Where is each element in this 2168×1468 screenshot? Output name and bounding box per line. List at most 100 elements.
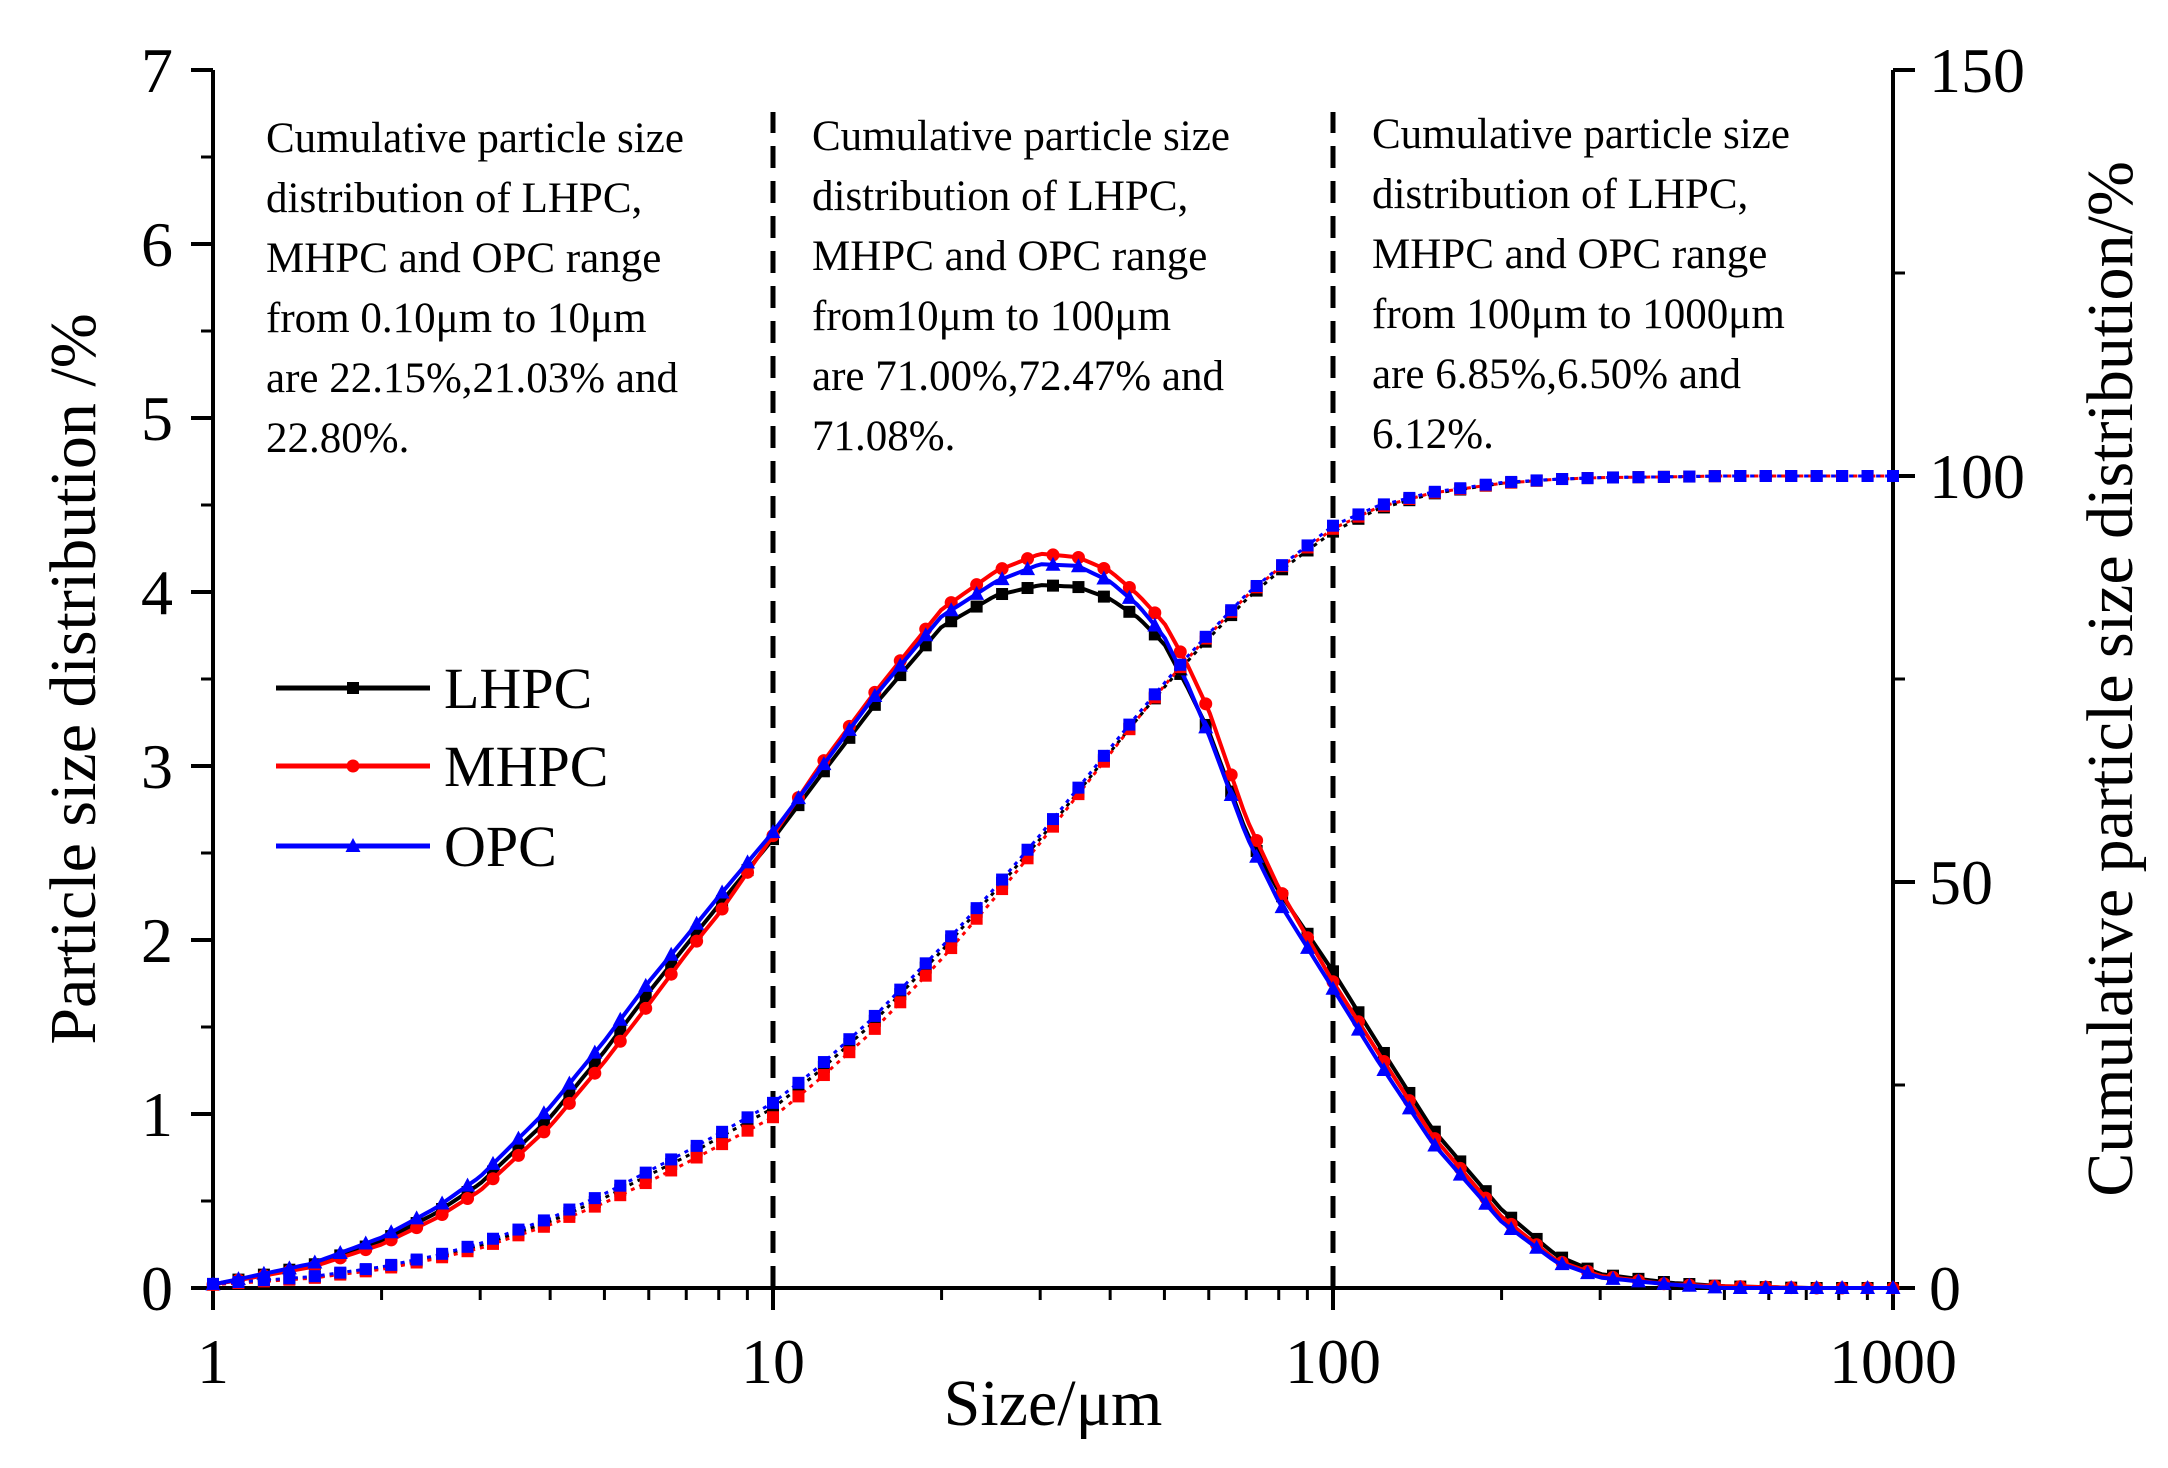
cumulative-point-opc bbox=[1250, 579, 1263, 592]
distribution-point-opc bbox=[969, 585, 985, 600]
distribution-point-opc bbox=[740, 854, 756, 869]
distribution-point-opc bbox=[1554, 1256, 1570, 1271]
legend-entry-lhpc: LHPC bbox=[276, 656, 592, 721]
distribution-point-mhpc bbox=[1122, 580, 1136, 594]
distribution-point-opc bbox=[1834, 1280, 1850, 1294]
cumulative-point-opc bbox=[817, 1056, 830, 1069]
cumulative-point-mhpc bbox=[614, 1189, 627, 1202]
distribution-point-lhpc bbox=[614, 1024, 627, 1037]
cumulative-point-opc bbox=[1097, 749, 1110, 762]
annotation-line: from 0.10μm to 10μm bbox=[266, 295, 647, 342]
cumulative-point-opc bbox=[1657, 470, 1670, 483]
x-axis-title: Size/μm bbox=[944, 1367, 1163, 1440]
distribution-point-opc bbox=[918, 627, 934, 642]
distribution-point-mhpc bbox=[664, 967, 678, 981]
distribution-point-opc bbox=[994, 571, 1010, 586]
cumulative-line-opc bbox=[212, 474, 1893, 1286]
distribution-point-opc bbox=[1325, 980, 1341, 995]
distribution-point-opc bbox=[1045, 556, 1061, 571]
cumulative-point-opc bbox=[308, 1270, 321, 1283]
cumulative-series-mhpc bbox=[207, 470, 1899, 1291]
cumulative-point-mhpc bbox=[741, 1124, 754, 1137]
axes: 1 10 100 100001234567050100150Size/μmPartic… bbox=[37, 35, 2147, 1440]
annotation-line: distribution of LHPC, bbox=[1372, 171, 1748, 218]
cumulative-point-opc bbox=[1021, 843, 1034, 856]
distribution-point-opc bbox=[1503, 1220, 1519, 1235]
annotation-line: Cumulative particle size bbox=[266, 115, 684, 162]
distribution-point-lhpc bbox=[1123, 605, 1136, 618]
cumulative-point-opc bbox=[614, 1179, 627, 1192]
cumulative-point-opc bbox=[1352, 508, 1365, 521]
cumulative-point-opc bbox=[1785, 470, 1798, 482]
cumulative-point-mhpc bbox=[945, 942, 958, 955]
distribution-point-opc bbox=[1401, 1100, 1417, 1115]
distribution-point-opc bbox=[332, 1244, 348, 1259]
cumulative-point-opc bbox=[1454, 482, 1467, 495]
annotation-line: MHPC and OPC range bbox=[812, 233, 1207, 280]
y-tick-label: 6 bbox=[141, 209, 173, 280]
distribution-point-mhpc bbox=[1148, 606, 1162, 620]
distribution-point-opc bbox=[1860, 1280, 1876, 1294]
distribution-point-opc bbox=[943, 602, 959, 617]
cumulative-series-lhpc bbox=[207, 470, 1899, 1290]
distribution-point-opc bbox=[1732, 1280, 1748, 1294]
y-tick-label: 7 bbox=[141, 35, 173, 106]
legend: LHPC MHPC OPC bbox=[276, 656, 608, 879]
legend-swatch-marker bbox=[347, 682, 359, 694]
annotation-line: are 22.15%,21.03% and bbox=[266, 355, 678, 402]
cumulative-point-opc bbox=[1759, 470, 1772, 482]
distribution-point-mhpc bbox=[995, 562, 1009, 576]
y-tick-label: 5 bbox=[141, 383, 173, 454]
distribution-point-mhpc bbox=[461, 1191, 475, 1205]
cumulative-point-opc bbox=[1377, 498, 1390, 511]
annotation-line: are 6.85%,6.50% and bbox=[1372, 351, 1741, 398]
distribution-point-mhpc bbox=[1250, 833, 1264, 847]
cumulative-point-opc bbox=[996, 873, 1009, 886]
cumulative-point-opc bbox=[436, 1247, 449, 1260]
distribution-point-opc bbox=[1809, 1280, 1825, 1294]
legend-label: MHPC bbox=[444, 734, 608, 799]
distribution-point-lhpc bbox=[1047, 579, 1059, 592]
annotation-line: Cumulative particle size bbox=[812, 113, 1230, 160]
distribution-point-opc bbox=[383, 1224, 399, 1239]
distribution-point-opc bbox=[510, 1130, 526, 1145]
distribution-point-opc bbox=[663, 946, 679, 961]
cumulative-point-opc bbox=[1887, 470, 1899, 482]
distribution-point-mhpc bbox=[1021, 552, 1035, 566]
annotation-line: MHPC and OPC range bbox=[1372, 231, 1767, 278]
distribution-point-opc bbox=[1580, 1265, 1596, 1280]
cumulative-point-opc bbox=[639, 1166, 652, 1179]
distribution-point-mhpc bbox=[715, 902, 729, 916]
cumulative-point-opc bbox=[1479, 478, 1492, 491]
cumulative-point-opc bbox=[359, 1263, 372, 1276]
distribution-point-opc bbox=[536, 1105, 552, 1120]
legend-entry-mhpc: MHPC bbox=[276, 734, 608, 799]
cumulative-point-opc bbox=[1505, 475, 1518, 488]
cumulative-point-opc bbox=[1861, 470, 1874, 482]
distribution-point-opc bbox=[612, 1011, 628, 1026]
distribution-point-opc bbox=[1020, 561, 1036, 576]
distribution-point-mhpc bbox=[1071, 551, 1085, 565]
distribution-point-opc bbox=[460, 1177, 476, 1192]
annotation-line: are 71.00%,72.47% and bbox=[812, 353, 1224, 400]
annotation-line: from 100μm to 1000μm bbox=[1372, 291, 1785, 338]
cumulative-point-opc bbox=[537, 1214, 550, 1227]
y-tick-label: 1 bbox=[141, 1079, 173, 1150]
cumulative-point-opc bbox=[1683, 470, 1696, 483]
cumulative-point-mhpc bbox=[970, 912, 983, 925]
annotation-block-3: Cumulative particle size distribution of… bbox=[1372, 111, 1790, 458]
distribution-point-opc bbox=[1885, 1280, 1901, 1294]
y-tick-label: 2 bbox=[141, 905, 173, 976]
distribution-point-lhpc bbox=[1072, 581, 1085, 594]
cumulative-point-opc bbox=[563, 1203, 576, 1216]
distribution-point-opc bbox=[1249, 848, 1265, 863]
cumulative-point-opc bbox=[207, 1277, 219, 1290]
cumulative-point-opc bbox=[512, 1223, 525, 1236]
distribution-point-opc bbox=[1376, 1061, 1392, 1076]
distribution-point-opc bbox=[1529, 1239, 1545, 1254]
distribution-point-mhpc bbox=[1275, 887, 1289, 901]
distribution-point-opc bbox=[790, 790, 806, 805]
cumulative-point-opc bbox=[1327, 519, 1339, 532]
y-tick-label: 0 bbox=[141, 1253, 173, 1324]
cumulative-point-opc bbox=[1632, 471, 1645, 484]
